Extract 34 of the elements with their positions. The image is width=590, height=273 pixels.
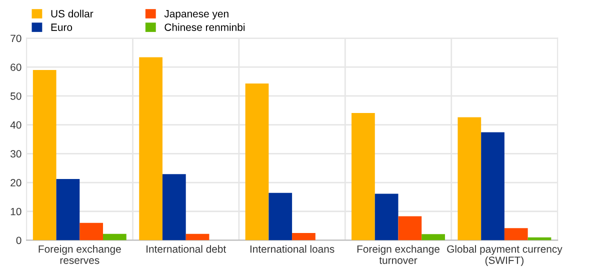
y-tick-label: 30 <box>10 150 22 158</box>
bar <box>374 194 398 240</box>
legend-label: US dollar <box>51 10 94 18</box>
x-tick-label: International loans <box>250 245 334 253</box>
y-tick-label: 0 <box>16 236 22 244</box>
legend-label: Japanese yen <box>164 10 228 20</box>
bar <box>268 192 292 240</box>
bar <box>458 117 482 240</box>
y-tick-label: 40 <box>10 121 22 129</box>
bar <box>504 228 528 240</box>
bar <box>162 174 186 240</box>
x-tick-label: International debt <box>146 245 226 253</box>
bar <box>352 112 375 240</box>
x-tick-label: Global payment currency (SWIFT) <box>447 245 562 266</box>
bar <box>103 234 126 240</box>
bar <box>56 179 80 240</box>
legend-label: Euro <box>51 24 72 31</box>
bar <box>186 234 210 240</box>
y-tick-label: 20 <box>10 179 22 186</box>
bar <box>245 84 269 240</box>
y-tick-label: 70 <box>10 34 22 42</box>
bar <box>422 234 445 240</box>
bar <box>139 57 162 240</box>
bar <box>481 132 504 240</box>
y-tick-label: 60 <box>10 64 22 71</box>
bar <box>398 216 422 240</box>
bar <box>292 233 316 240</box>
x-tick-label: Foreign exchange reserves <box>38 245 121 264</box>
bar <box>80 222 104 240</box>
x-tick-label: Foreign exchange turnover <box>357 245 440 264</box>
y-tick-label: 50 <box>10 92 22 100</box>
bar <box>32 70 56 240</box>
legend-label: Chinese renminbi <box>164 23 245 31</box>
y-tick-label: 10 <box>10 208 22 216</box>
